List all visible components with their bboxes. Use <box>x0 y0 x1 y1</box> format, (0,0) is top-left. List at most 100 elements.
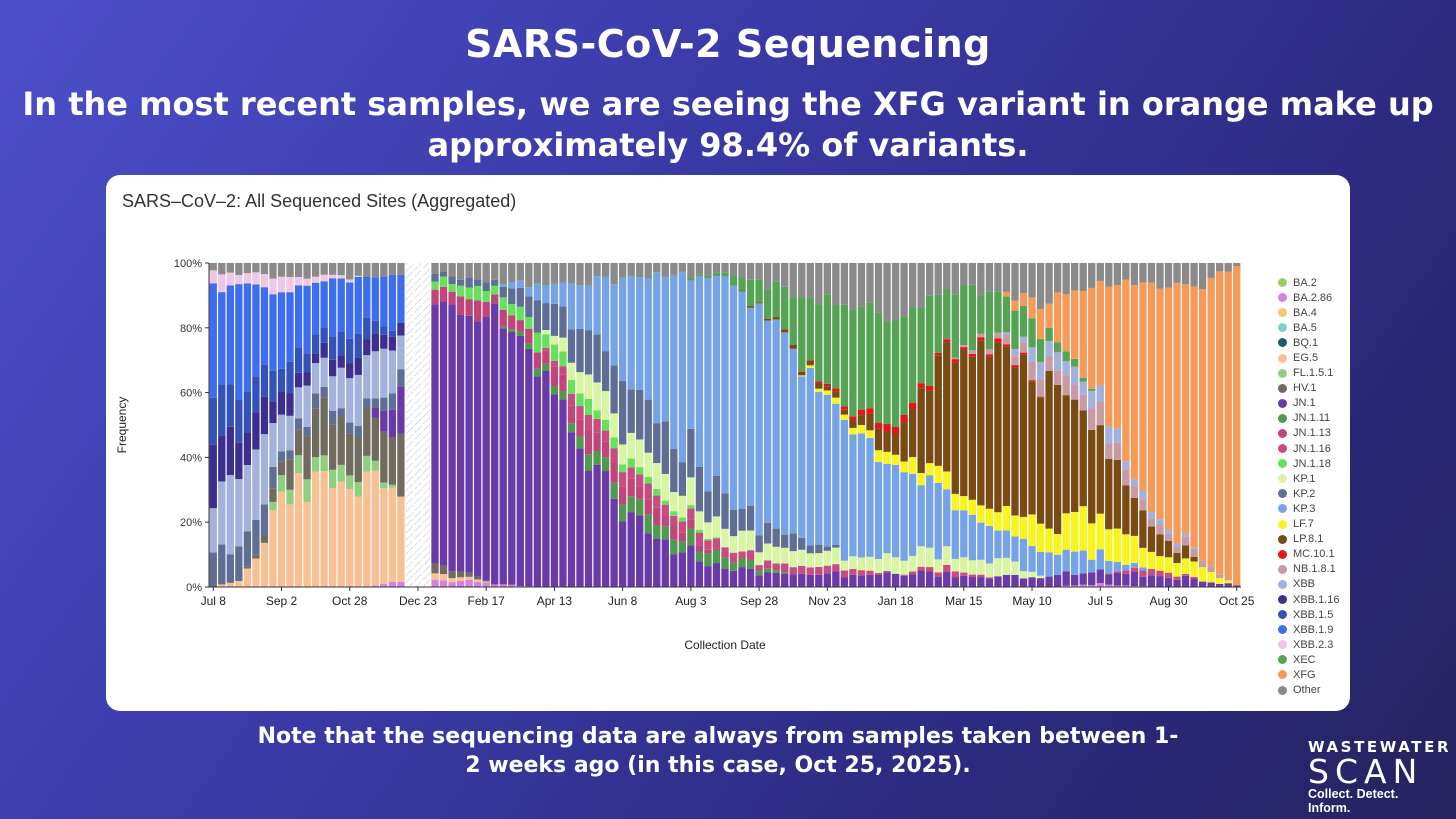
bar-segment <box>712 548 721 550</box>
bar-segment <box>908 571 917 575</box>
bar-segment <box>311 334 320 354</box>
bar-segment <box>1130 562 1139 568</box>
bar-segment <box>260 263 269 275</box>
bar-segment <box>1002 291 1011 297</box>
bar-segment <box>388 350 397 394</box>
bar-segment <box>746 279 755 307</box>
bar-segment <box>1190 556 1198 562</box>
bar-segment <box>1096 425 1104 514</box>
bar-segment <box>636 486 644 499</box>
bar-segment <box>473 279 482 287</box>
bar-segment <box>738 508 746 531</box>
legend-swatch <box>1278 564 1287 574</box>
bar-segment <box>1113 528 1121 562</box>
legend-label: XBB.1.9 <box>1293 623 1334 636</box>
bar-segment <box>1019 578 1028 587</box>
bar-segment <box>815 383 823 389</box>
bar-segment <box>1173 546 1181 553</box>
bar-segment <box>781 573 789 587</box>
bar-segment <box>866 574 874 587</box>
bar-segment <box>311 457 320 472</box>
bar-segment <box>1002 557 1011 575</box>
bar-segment <box>840 577 849 587</box>
bar-segment <box>1164 572 1173 578</box>
bar-segment <box>1164 577 1173 587</box>
bar-segment <box>934 576 942 587</box>
bar-segment <box>985 578 994 587</box>
bar-segment <box>601 430 610 442</box>
bar-segment <box>678 272 687 463</box>
bar-segment <box>329 278 337 337</box>
bar-segment <box>243 283 252 392</box>
bar-segment <box>1002 530 1011 558</box>
bar-segment <box>1105 263 1113 287</box>
bar-segment <box>388 330 397 337</box>
bar-segment <box>661 263 669 277</box>
bar-segment <box>397 369 405 387</box>
bar-segment <box>209 397 217 445</box>
x-tick-label: Oct 25 <box>1219 594 1255 608</box>
bar-segment <box>934 294 942 353</box>
bar-segment <box>371 351 379 399</box>
bar-segment <box>781 563 789 573</box>
bar-segment <box>917 485 925 547</box>
bar-segment <box>1053 554 1062 576</box>
bar-segment <box>269 501 277 511</box>
legend-swatch <box>1278 685 1287 695</box>
bar-segment <box>798 565 806 574</box>
bar-segment <box>1216 263 1224 272</box>
bar-segment <box>303 501 311 587</box>
bar-segment <box>346 263 354 280</box>
bar-segment <box>644 499 652 515</box>
y-tick-label: 100% <box>174 258 202 270</box>
bar-segment <box>465 277 473 288</box>
bar-segment <box>311 408 320 458</box>
bar-segment <box>508 329 516 333</box>
bar-segment <box>593 276 601 335</box>
legend-item: MC.10.1 <box>1278 547 1339 562</box>
bar-segment <box>661 500 669 505</box>
bar-segment <box>1071 366 1079 385</box>
bar-segment <box>1122 564 1130 571</box>
bar-segment <box>550 283 559 304</box>
bar-segment <box>891 464 900 558</box>
bar-segment <box>1011 561 1019 575</box>
bar-segment <box>303 479 311 502</box>
bar-segment <box>1011 367 1019 516</box>
bar-segment <box>789 297 797 346</box>
bar-segment <box>226 272 234 286</box>
bar-segment <box>380 431 388 483</box>
bar-segment <box>559 351 567 367</box>
bar-segment <box>1216 577 1224 584</box>
bar-segment <box>1011 574 1019 587</box>
bar-segment <box>286 459 294 490</box>
bar-segment <box>917 473 925 486</box>
bar-segment <box>943 489 951 547</box>
bar-segment <box>346 488 354 587</box>
bar-segment <box>840 560 849 571</box>
bar-segment <box>388 393 397 410</box>
bar-segment <box>320 263 328 275</box>
legend-swatch <box>1278 489 1287 499</box>
bar-segment <box>584 471 593 587</box>
bar-segment <box>1105 561 1113 574</box>
bar-segment <box>806 297 814 361</box>
bar-segment <box>482 582 490 587</box>
bar-segment <box>508 263 516 283</box>
bar-segment <box>823 390 832 395</box>
bar-segment <box>294 277 303 286</box>
bar-segment <box>269 401 277 424</box>
bar-segment <box>473 263 482 280</box>
bar-segment <box>516 280 524 288</box>
bar-segment <box>397 581 405 587</box>
bar-segment <box>729 263 738 276</box>
bar-segment <box>1096 280 1104 386</box>
bar-segment <box>1224 579 1232 581</box>
bar-segment <box>934 263 942 295</box>
bar-segment <box>644 533 652 587</box>
bar-segment <box>363 276 371 318</box>
bar-segment <box>1053 263 1062 293</box>
bar-segment <box>1139 510 1147 548</box>
bar-segment <box>704 522 712 539</box>
bar-segment <box>772 317 780 320</box>
